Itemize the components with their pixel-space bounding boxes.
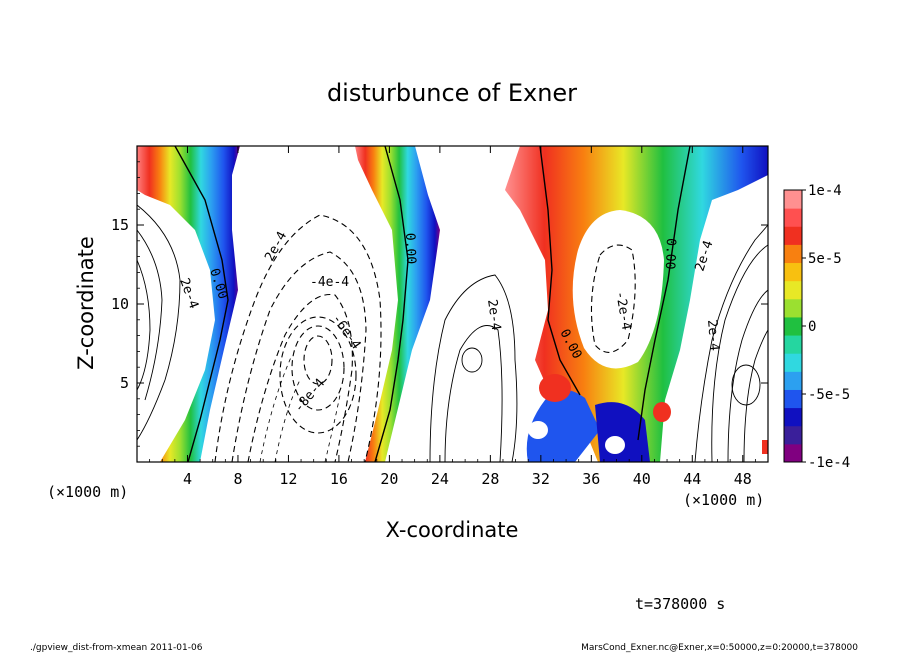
y-axis-label: Z-coordinate	[74, 236, 98, 370]
colorbar-tick-label: -5e-5	[808, 387, 850, 403]
negative-contours	[214, 214, 636, 462]
lower-blob-6	[605, 436, 625, 454]
x-tick-label: 40	[633, 470, 651, 488]
x-axis-label: X-coordinate	[386, 518, 519, 542]
colorbar-tick-label: 1e-4	[808, 183, 842, 199]
x-tick-label: 32	[532, 470, 550, 488]
colorbar-tick-label: 5e-5	[808, 251, 842, 267]
plot-area	[137, 146, 768, 462]
colorbar-swatch	[784, 335, 802, 354]
colorbar-swatch	[784, 298, 802, 318]
colorbar-swatch	[784, 226, 802, 245]
colorbar-ticks: 1e-4 5e-5 0 -5e-5 -1e-4	[802, 183, 850, 471]
x-unit-right: (×1000 m)	[683, 491, 764, 509]
x-unit-left: (×1000 m)	[47, 483, 128, 501]
colorbar-swatch	[784, 262, 802, 282]
x-tick-label: 36	[582, 470, 600, 488]
x-tick-label: 44	[683, 470, 701, 488]
x-tick-label: 28	[481, 470, 499, 488]
colorbar-swatch	[784, 407, 802, 427]
footer-script: ./gpview_dist-from-xmean 2011-01-06	[30, 643, 203, 653]
contour-label: 0.00	[402, 233, 418, 265]
colorbar-swatch	[784, 389, 802, 409]
contour-label: -2e-4	[612, 290, 634, 331]
colorbar-tick-label: -1e-4	[808, 455, 850, 471]
x-tick-label: 8	[233, 470, 242, 488]
chart-title: disturbunce of Exner	[327, 79, 577, 107]
contour-label: 2e-4	[484, 298, 503, 331]
lower-blob-5	[528, 421, 548, 439]
lower-blob-1	[526, 389, 600, 462]
x-axis: 4 8 12 16 20 24 28 32 36 40 44 48	[149, 146, 756, 488]
zero-contours	[174, 146, 691, 462]
colorbar-swatch	[784, 353, 802, 372]
x-tick-label: 16	[330, 470, 348, 488]
y-tick-label: 10	[111, 295, 129, 313]
y-axis: 5 10 15	[111, 161, 768, 447]
contour-label: 0.00	[662, 238, 678, 270]
y-tick-label: 15	[111, 216, 129, 234]
y-tick-label: 5	[120, 374, 129, 392]
contour-label: 2e-4	[704, 319, 722, 352]
lower-blob-4	[653, 402, 671, 422]
x-tick-label: 4	[183, 470, 192, 488]
x-tick-label: 24	[431, 470, 449, 488]
edge-blob	[762, 440, 768, 454]
colorbar-swatch	[784, 208, 802, 227]
positive-contours	[137, 204, 768, 462]
thin-negative-contours	[259, 354, 341, 462]
plume-hole	[572, 210, 664, 369]
colorbar-swatch	[784, 443, 802, 463]
colorbar-swatch	[784, 425, 802, 445]
lower-blob-3	[539, 374, 571, 402]
x-tick-label: 20	[380, 470, 398, 488]
x-tick-label: 48	[734, 470, 752, 488]
anomaly-band-middle	[355, 146, 440, 462]
time-label: t=378000 s	[635, 595, 725, 613]
footer-source: MarsCond_Exner.nc@Exner,x=0:50000,z=0:20…	[581, 643, 858, 653]
colorbar-swatch	[784, 244, 802, 264]
contour-label: -4e-4	[310, 275, 349, 290]
colorbar-swatch	[784, 371, 802, 390]
colorbar-swatch	[784, 190, 802, 209]
x-tick-label: 12	[279, 470, 297, 488]
colorbar-swatch	[784, 280, 802, 300]
colorbar-tick-label: 0	[808, 319, 816, 335]
colorbar-swatch	[784, 316, 802, 336]
colorbar	[783, 189, 803, 463]
positive-anomaly-band-left	[137, 146, 240, 462]
